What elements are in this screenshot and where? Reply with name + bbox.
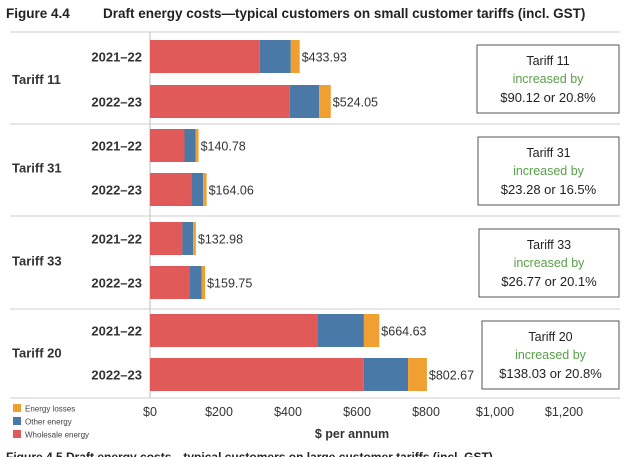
annotation-title-tariff-20: Tariff 20	[528, 330, 572, 344]
x-axis-label: $ per annum	[315, 427, 389, 441]
bar-tariff-20-202122-energy-losses	[363, 314, 380, 347]
bar-tariff-20-202122-wholesale-energy	[150, 314, 318, 347]
x-tick-label-0: $0	[143, 405, 157, 419]
year-label-tariff-31-202223: 2022–23	[91, 183, 142, 198]
year-label-tariff-20-202223: 2022–23	[91, 368, 142, 383]
x-tick-label-800: $800	[412, 405, 440, 419]
figure-title: Draft energy costs—typical customers on …	[103, 6, 586, 21]
total-label-tariff-31-202122: $140.78	[201, 140, 246, 154]
group-label-tariff-31: Tariff 31	[12, 161, 62, 176]
bar-tariff-11-202122-other-energy	[259, 40, 291, 73]
annotation-amount-tariff-31: $23.28 or 16.5%	[501, 182, 597, 197]
bar-tariff-20-202122-other-energy	[317, 314, 364, 347]
annotation-amount-tariff-11: $90.12 or 20.8%	[500, 90, 596, 105]
annotation-title-tariff-31: Tariff 31	[526, 146, 570, 160]
annotation-box-tariff-33	[478, 228, 620, 298]
x-tick-label-400: $400	[274, 405, 302, 419]
x-tick-label-1000: $1,000	[476, 405, 514, 419]
total-label-tariff-33-202122: $132.98	[198, 233, 243, 247]
legend-label-other-energy: Other energy	[25, 418, 72, 427]
bar-tariff-20-202223-wholesale-energy	[150, 358, 364, 391]
legend-swatch-wholesale-energy	[13, 430, 21, 438]
total-label-tariff-33-202223: $159.75	[207, 277, 252, 291]
total-label-tariff-11-202122: $433.93	[302, 51, 347, 65]
total-label-tariff-20-202223: $802.67	[429, 369, 474, 383]
legend-swatch-other-energy	[13, 417, 21, 425]
x-tick-label-600: $600	[343, 405, 371, 419]
year-label-tariff-33-202223: 2022–23	[91, 276, 142, 291]
annotation-increase-tariff-33: increased by	[514, 256, 586, 270]
group-label-tariff-33: Tariff 33	[12, 254, 62, 269]
total-label-tariff-11-202223: $524.05	[333, 96, 378, 110]
total-label-tariff-20-202122: $664.63	[381, 325, 426, 339]
annotation-increase-tariff-31: increased by	[513, 164, 585, 178]
bar-tariff-31-202122-wholesale-energy	[150, 129, 185, 162]
annotation-box-tariff-20	[481, 320, 620, 390]
bar-tariff-11-202122-energy-losses	[290, 40, 300, 73]
bar-tariff-11-202223-other-energy	[289, 85, 320, 118]
total-label-tariff-31-202223: $164.06	[209, 184, 254, 198]
group-label-tariff-20: Tariff 20	[12, 346, 62, 361]
bar-tariff-31-202223-energy-losses	[203, 173, 207, 206]
year-label-tariff-31-202122: 2021–22	[91, 139, 142, 154]
bar-tariff-33-202122-energy-losses	[193, 222, 196, 255]
annotation-increase-tariff-11: increased by	[513, 72, 585, 86]
annotation-increase-tariff-20: increased by	[515, 348, 587, 362]
bar-tariff-11-202122-wholesale-energy	[150, 40, 260, 73]
year-label-tariff-20-202122: 2021–22	[91, 324, 142, 339]
bar-tariff-11-202223-energy-losses	[319, 85, 331, 118]
year-label-tariff-11-202122: 2021–22	[91, 50, 142, 65]
legend-swatch-energy-losses	[13, 404, 21, 412]
legend-label-energy-losses: Energy losses	[25, 405, 75, 414]
annotation-title-tariff-33: Tariff 33	[527, 238, 571, 252]
annotation-box-tariff-11	[476, 44, 620, 114]
bar-tariff-31-202122-other-energy	[184, 129, 196, 162]
bar-tariff-33-202122-wholesale-energy	[150, 222, 183, 255]
bar-tariff-31-202122-energy-losses	[195, 129, 199, 162]
year-label-tariff-33-202122: 2021–22	[91, 232, 142, 247]
group-label-tariff-11: Tariff 11	[12, 72, 61, 87]
bar-tariff-33-202223-wholesale-energy	[150, 266, 191, 299]
bar-tariff-31-202223-wholesale-energy	[150, 173, 192, 206]
annotation-title-tariff-11: Tariff 11	[526, 54, 569, 68]
bar-tariff-20-202223-other-energy	[363, 358, 409, 391]
bar-tariff-33-202223-other-energy	[190, 266, 202, 299]
year-label-tariff-11-202223: 2022–23	[91, 95, 142, 110]
bar-tariff-31-202223-other-energy	[191, 173, 204, 206]
annotation-amount-tariff-33: $26.77 or 20.1%	[501, 274, 597, 289]
bar-tariff-20-202223-energy-losses	[408, 358, 427, 391]
annotation-box-tariff-31	[477, 136, 620, 206]
bar-tariff-11-202223-wholesale-energy	[150, 85, 290, 118]
x-tick-label-200: $200	[205, 405, 233, 419]
next-figure-caption-partial: Figure 4.5 Draft energy costs—typical cu…	[6, 450, 493, 457]
bar-tariff-33-202223-energy-losses	[201, 266, 206, 299]
x-tick-label-1200: $1,200	[545, 405, 583, 419]
bar-tariff-33-202122-other-energy	[182, 222, 194, 255]
annotation-amount-tariff-20: $138.03 or 20.8%	[499, 366, 602, 381]
figure-number: Figure 4.4	[6, 6, 70, 21]
legend-label-wholesale-energy: Wholesale energy	[25, 431, 89, 440]
